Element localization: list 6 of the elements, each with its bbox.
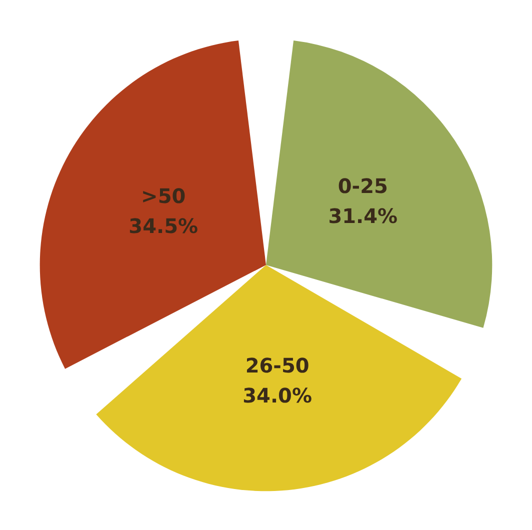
data-label: 34.0% xyxy=(242,384,312,408)
data-label: 31.4% xyxy=(328,204,398,228)
slice-label: 26-50 xyxy=(245,354,310,378)
data-label: 34.5% xyxy=(128,214,198,238)
slice-label: >50 xyxy=(141,184,186,208)
slice-label: 0-25 xyxy=(338,174,388,198)
